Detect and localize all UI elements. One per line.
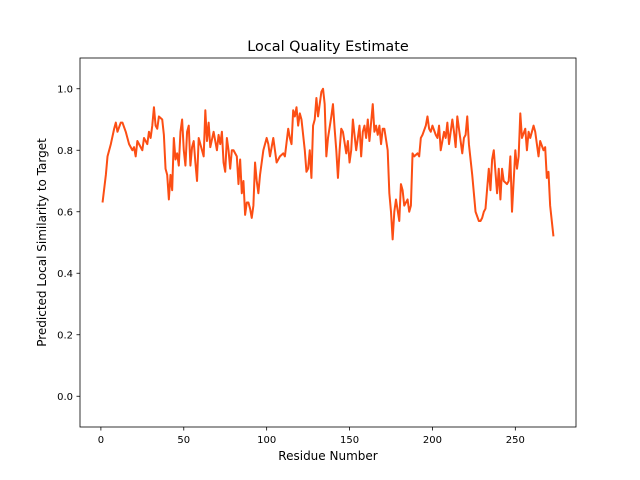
y-axis-label: Predicted Local Similarity to Target: [35, 138, 49, 347]
chart-title: Local Quality Estimate: [247, 39, 409, 55]
y-tick-label: 0.6: [57, 207, 73, 218]
x-tick-label: 100: [257, 435, 276, 446]
plot-frame: [79, 57, 577, 428]
data-line: [101, 87, 555, 241]
x-tick-label: 150: [340, 435, 359, 446]
y-tick-label: 0.4: [57, 269, 73, 280]
x-tick-label: 50: [177, 435, 190, 446]
x-tick-label: 250: [506, 435, 525, 446]
x-tick-label: 200: [423, 435, 442, 446]
y-tick-label: 0.0: [57, 392, 73, 403]
x-axis-label: Residue Number: [278, 449, 377, 463]
y-tick-label: 0.2: [57, 330, 73, 341]
y-tick-label: 0.8: [57, 146, 73, 157]
y-tick-label: 1.0: [57, 84, 73, 95]
x-tick-label: 0: [98, 435, 104, 446]
